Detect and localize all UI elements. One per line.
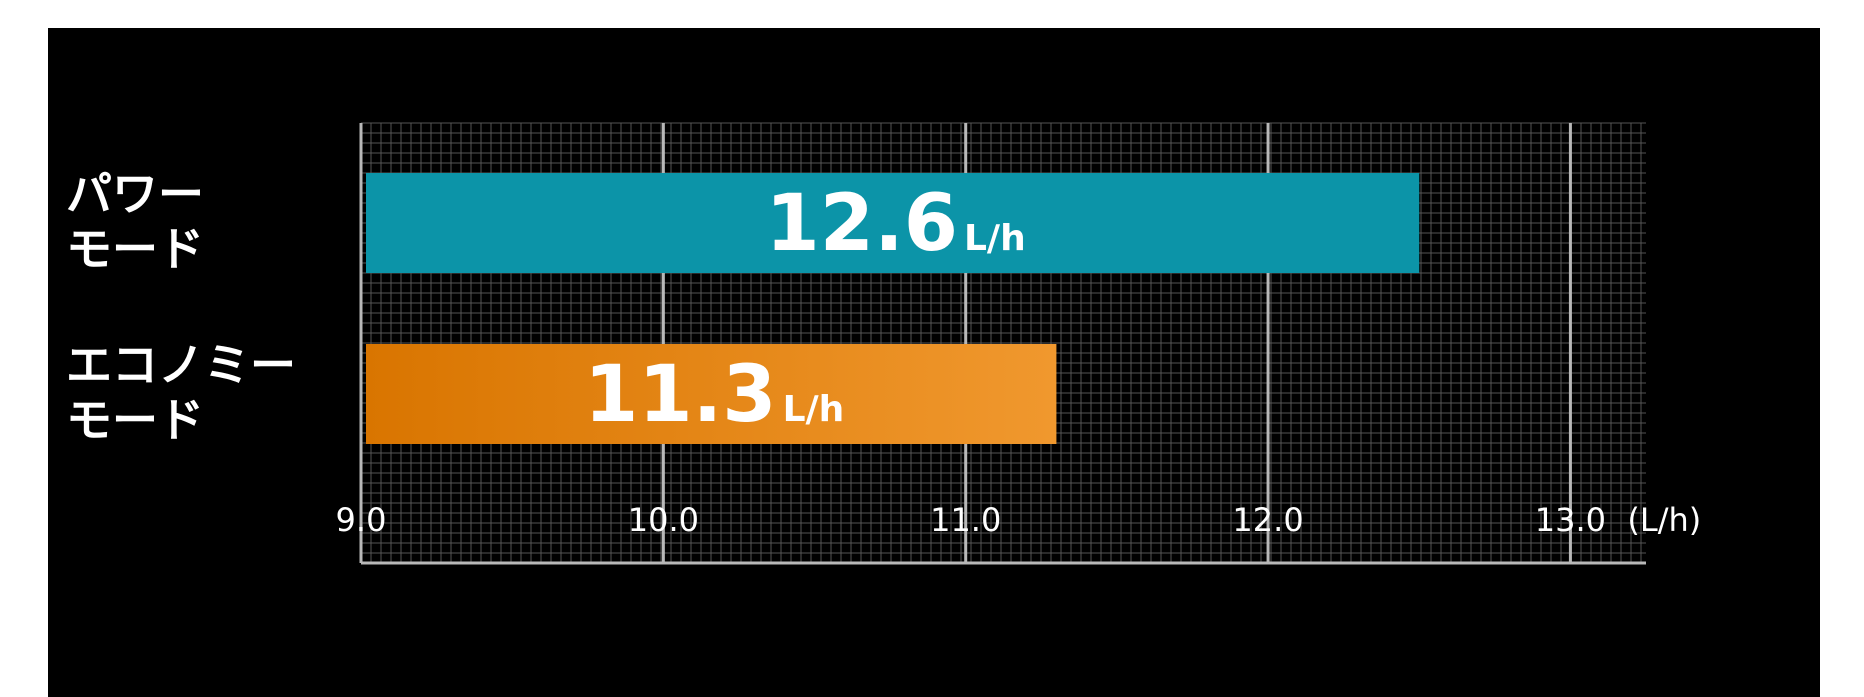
x-tick-label: 9.0 bbox=[336, 501, 387, 539]
x-tick-label: 12.0 bbox=[1232, 501, 1303, 539]
chart-panel: 12.6 L/h 11.3 L/h パワー モード エコノミー モード 9.0 10.0 11.… bbox=[48, 28, 1820, 697]
bar-value-label: 12.6 L/h bbox=[766, 179, 1026, 269]
x-tick-label: 10.0 bbox=[628, 501, 699, 539]
bar-value-number: 11.3 bbox=[584, 350, 776, 440]
bar-value-unit: L/h bbox=[783, 389, 845, 430]
category-label: モード bbox=[66, 393, 204, 447]
bars: 12.6 L/h11.3 L/h bbox=[366, 173, 1420, 444]
bar-value-unit: L/h bbox=[964, 218, 1026, 259]
bar-1 bbox=[366, 173, 1420, 273]
bar-value-label: 11.3 L/h bbox=[584, 350, 844, 440]
category-label: エコノミー bbox=[66, 338, 296, 392]
x-tick-labels: 9.0 10.0 11.0 12.0 13.0 bbox=[336, 501, 1606, 539]
bar-value-number: 12.6 bbox=[766, 179, 958, 269]
category-label: モード bbox=[66, 222, 204, 276]
bar-2 bbox=[366, 344, 1057, 444]
category-label: パワー bbox=[66, 167, 204, 221]
x-tick-label: 13.0 bbox=[1535, 501, 1606, 539]
x-tick-label: 11.0 bbox=[930, 501, 1001, 539]
x-unit-label: (L/h) bbox=[1627, 501, 1701, 539]
